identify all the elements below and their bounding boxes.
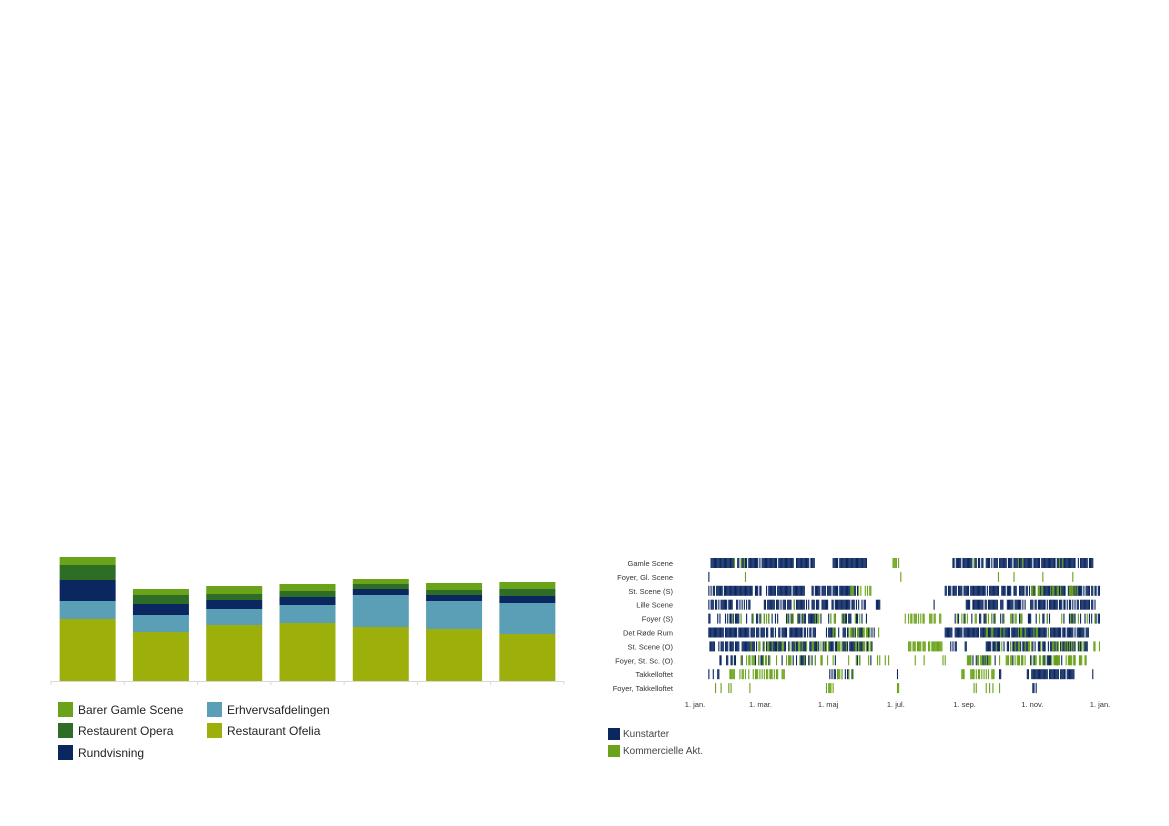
legend-item-rundvisning: Rundvisning <box>58 745 144 760</box>
bar-segment-erhvervsafdelingen <box>132 615 189 632</box>
bar-segment-restaurant-ofelia <box>352 627 409 681</box>
legend-item-erhvervsafdelingen: Erhvervsafdelingen <box>207 702 330 717</box>
bar-segment-barer-gamle-scene <box>426 583 483 590</box>
bar-segment-restaurant-ofelia <box>426 629 483 681</box>
bar-segment-rundvisning <box>59 580 116 601</box>
legend-item-kommercielle: Kommercielle Akt. <box>608 745 703 757</box>
bar-segment-restaurant-ofelia <box>279 623 336 681</box>
legend-label: Rundvisning <box>78 745 145 760</box>
bar-segment-restaurent-opera <box>59 565 116 580</box>
bar-segment-erhvervsafdelingen <box>352 595 409 627</box>
legend-label: Erhvervsafdelingen <box>227 702 330 717</box>
legend-label: Restaurent Opera <box>78 723 174 738</box>
bar-segment-rundvisning <box>279 597 336 605</box>
bar-segment-barer-gamle-scene <box>132 589 189 595</box>
legend-swatch <box>608 745 620 757</box>
bar-segment-barer-gamle-scene <box>59 557 116 565</box>
legend-label: Kunstarter <box>623 728 670 740</box>
bar-segment-rundvisning <box>132 604 189 615</box>
bar-segment-restaurent-opera <box>206 594 263 600</box>
legend-item-restaurent-opera: Restaurent Opera <box>58 723 173 738</box>
bar-segment-rundvisning <box>352 589 409 595</box>
bar-segment-barer-gamle-scene <box>279 584 336 591</box>
bar-segment-barer-gamle-scene <box>206 586 263 594</box>
bar-segment-restaurant-ofelia <box>499 634 556 681</box>
bar-segment-erhvervsafdelingen <box>206 609 263 625</box>
legend-item-kunstarter: Kunstarter <box>608 728 669 740</box>
legend-swatch <box>58 702 73 717</box>
legend-swatch <box>58 723 73 738</box>
legend-swatch <box>207 723 222 738</box>
bar-segment-restaurent-opera <box>426 590 483 595</box>
bar-segment-barer-gamle-scene <box>352 579 409 584</box>
bar-segment-restaurant-ofelia <box>59 619 116 681</box>
bar-segment-restaurent-opera <box>352 584 409 589</box>
legend-item-barer-gamle-scene: Barer Gamle Scene <box>58 702 183 717</box>
legend-label: Kommercielle Akt. <box>623 745 704 757</box>
bar-segment-restaurant-ofelia <box>206 625 263 681</box>
legend-label: Restaurant Ofelia <box>227 723 321 738</box>
bar-segment-erhvervsafdelingen <box>499 603 556 634</box>
bar-segment-barer-gamle-scene <box>499 582 556 589</box>
bar-segment-restaurent-opera <box>132 595 189 604</box>
bar-segment-restaurant-ofelia <box>132 632 189 681</box>
legend-swatch <box>58 745 73 760</box>
bar-segment-erhvervsafdelingen <box>426 601 483 629</box>
bar-segment-rundvisning <box>426 595 483 601</box>
bar-segment-erhvervsafdelingen <box>279 605 336 623</box>
bar-segment-rundvisning <box>206 600 263 609</box>
bar-segment-restaurent-opera <box>499 589 556 596</box>
legend-swatch <box>207 702 222 717</box>
bar-segment-restaurent-opera <box>279 591 336 597</box>
legend-swatch <box>608 728 620 740</box>
bar-segment-erhvervsafdelingen <box>59 601 116 619</box>
bar-segment-rundvisning <box>499 596 556 603</box>
legend-item-restaurant-ofelia: Restaurant Ofelia <box>207 723 320 738</box>
legend-label: Barer Gamle Scene <box>78 702 184 717</box>
